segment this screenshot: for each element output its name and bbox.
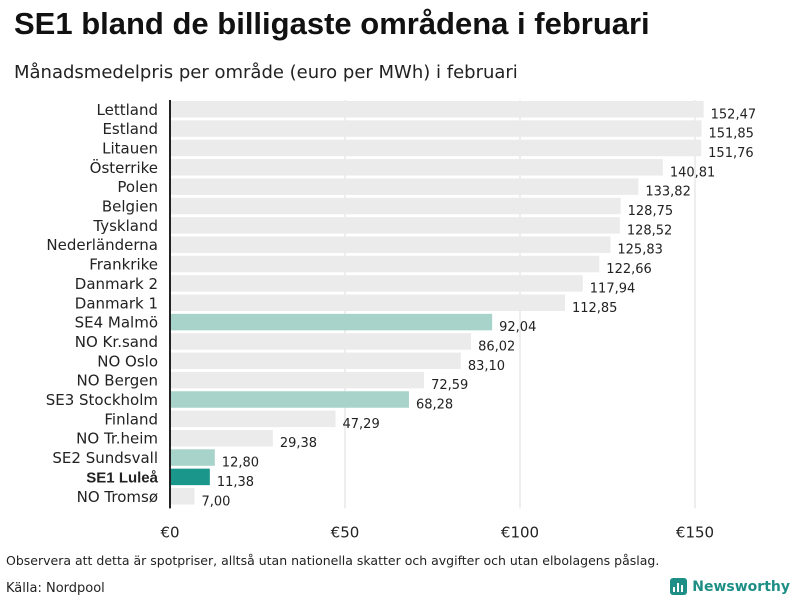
category-label: Polen [117,178,158,196]
value-labels: 152,47 151,85 151,76 140,81 133,82 128,75 128,… [202,107,757,509]
bar [170,159,663,176]
chart-title: SE1 bland de billigaste områdena i febru… [14,6,650,41]
bar [170,217,620,234]
category-label: NO Kr.sand [75,333,158,351]
value-label: 47,29 [343,417,380,432]
value-label: 151,76 [708,146,754,161]
brand-name: Newsworthy [692,578,790,595]
bar [170,333,472,350]
bar [170,352,461,370]
category-label: Lettland [97,101,158,119]
value-label: 29,38 [280,436,317,451]
bar [170,236,611,253]
value-label: 122,66 [606,262,652,277]
value-label: 11,38 [217,475,254,490]
category-label: Österrike [90,158,158,177]
x-tick-label: €0 [160,523,179,541]
bar [170,313,493,331]
category-label: Belgien [102,198,158,216]
brand-logo: Newsworthy [670,578,790,595]
value-label: 7,00 [202,494,231,509]
source-credit: Källa: Nordpool [6,581,105,596]
value-label: 128,52 [627,223,673,238]
value-label: 152,47 [711,107,757,122]
value-label: 117,94 [590,281,636,296]
x-axis-ticks: €0 €50 €100 €150 [160,100,714,541]
value-label: 12,80 [222,456,259,471]
bar [170,294,565,311]
value-label: 68,28 [416,398,453,413]
chart-subtitle: Månadsmedelpris per område (euro per MWh… [14,62,518,83]
bar-chart-icon [670,578,688,595]
category-label: Danmark 2 [75,275,158,293]
category-label: NO Bergen [77,372,158,390]
category-label: SE2 Sundsvall [52,449,158,467]
bar [170,449,215,466]
value-label: 125,83 [617,243,663,258]
value-label: 112,85 [572,301,618,316]
bar [170,429,273,447]
category-label: SE1 Luleå [86,469,158,486]
footnote: Observera att detta är spotpriser, allts… [6,553,660,568]
x-tick-label: €150 [676,523,714,541]
category-label: NO Oslo [97,352,158,370]
category-label: Danmark 1 [75,294,158,312]
category-label: SE4 Malmö [75,314,158,332]
x-tick-label: €100 [501,523,539,541]
x-tick-label: €50 [331,523,360,541]
value-label: 86,02 [478,339,515,354]
category-label: Finland [104,410,158,428]
bar [170,410,336,428]
value-label: 72,59 [431,378,468,393]
category-label: NO Tr.heim [76,430,158,448]
bar [170,120,702,137]
bar [170,275,583,292]
category-label: Tyskland [92,217,158,235]
value-label: 83,10 [468,359,505,374]
category-label: SE3 Stockholm [46,391,158,409]
bar [170,371,425,389]
value-label: 140,81 [670,165,716,180]
bar [170,391,409,408]
bar [170,178,639,195]
bar [170,139,702,157]
category-label: Litauen [102,139,158,157]
category-label: Frankrike [89,256,158,274]
bars [170,101,704,505]
category-label: NO Tromsø [77,488,158,506]
category-label: Estland [102,120,158,138]
value-label: 151,85 [708,127,754,142]
bar [170,488,195,505]
bar [170,197,621,215]
value-label: 92,04 [499,320,536,335]
bar [170,101,704,118]
category-label: Nederländerna [46,236,158,254]
value-label: 133,82 [645,185,691,200]
bar [170,468,210,486]
bar [170,255,600,273]
value-label: 128,75 [628,204,674,219]
